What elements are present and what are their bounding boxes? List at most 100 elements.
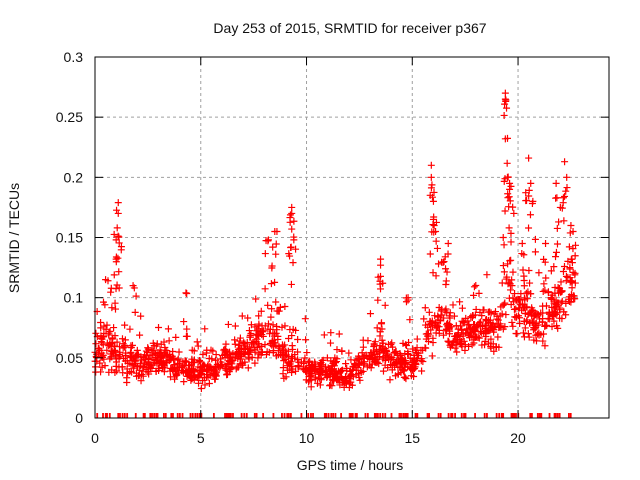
data-point <box>342 360 350 368</box>
zero-value-point <box>540 413 543 418</box>
data-point <box>283 351 291 359</box>
data-point <box>507 286 515 294</box>
data-point <box>282 373 290 381</box>
data-point <box>558 297 566 305</box>
zero-value-point <box>96 413 99 418</box>
data-point-peak <box>427 161 435 169</box>
zero-value-point <box>464 413 467 418</box>
data-point <box>272 352 280 360</box>
zero-value-point <box>402 413 405 418</box>
data-point-peak <box>444 240 452 248</box>
chart-title: Day 253 of 2015, SRMTID for receiver p36… <box>213 20 486 36</box>
data-point <box>517 290 525 298</box>
data-point <box>443 308 451 316</box>
data-point <box>412 349 420 357</box>
data-point <box>190 372 198 380</box>
data-point-peak <box>563 173 571 181</box>
data-point-peak <box>377 261 385 269</box>
data-point <box>387 355 395 363</box>
data-point-peak <box>506 179 514 187</box>
zero-value-point <box>510 413 513 418</box>
data-point <box>531 248 539 256</box>
zero-value-point <box>255 413 258 418</box>
zero-value-point <box>513 413 516 418</box>
data-point <box>166 350 174 358</box>
data-point <box>92 329 100 337</box>
zero-value-point <box>240 413 243 418</box>
data-point <box>240 339 248 347</box>
data-point <box>539 337 547 345</box>
zero-value-point <box>511 413 514 418</box>
data-point <box>248 340 256 348</box>
data-point <box>519 266 527 274</box>
data-point <box>481 341 489 349</box>
data-point <box>271 278 279 286</box>
data-point <box>571 279 579 287</box>
data-point <box>449 337 457 345</box>
x-axis-label: GPS time / hours <box>297 457 404 473</box>
data-point <box>555 289 563 297</box>
data-point <box>212 356 220 364</box>
data-point <box>333 346 341 354</box>
data-point <box>364 354 372 362</box>
zero-value-point <box>196 413 199 418</box>
data-point <box>216 362 224 370</box>
data-point <box>131 308 139 316</box>
data-point <box>98 363 106 371</box>
data-point <box>507 182 515 190</box>
data-point <box>532 337 540 345</box>
data-point <box>541 342 549 350</box>
zero-value-point <box>426 413 429 418</box>
data-point <box>432 272 440 280</box>
data-point <box>209 347 217 355</box>
data-point <box>408 361 416 369</box>
data-point <box>319 369 327 377</box>
data-point <box>386 361 394 369</box>
data-point <box>376 342 384 350</box>
data-point <box>534 330 542 338</box>
data-point <box>511 313 519 321</box>
zero-value-point <box>143 413 146 418</box>
data-point <box>113 206 121 214</box>
data-point <box>466 334 474 342</box>
data-point <box>507 256 515 264</box>
zero-value-point <box>536 413 539 418</box>
data-point <box>550 298 558 306</box>
data-point <box>409 345 417 353</box>
data-point <box>123 379 131 387</box>
zero-value-point <box>212 413 215 418</box>
data-point <box>490 328 498 336</box>
zero-value-point <box>289 413 292 418</box>
data-point <box>300 360 308 368</box>
zero-value-point <box>172 413 174 418</box>
data-point <box>112 285 120 293</box>
data-point <box>486 316 494 324</box>
zero-value-point <box>529 413 532 418</box>
data-point <box>100 322 108 330</box>
data-point <box>133 363 141 371</box>
y-tick-label: 0.15 <box>56 230 83 246</box>
data-point <box>134 372 142 380</box>
data-point <box>128 368 136 376</box>
zero-value-point <box>181 413 184 418</box>
data-point <box>431 312 439 320</box>
data-point <box>180 378 188 386</box>
data-point-peak <box>269 243 277 251</box>
data-point <box>111 332 119 340</box>
data-point <box>426 250 434 258</box>
data-point <box>156 359 164 367</box>
data-point <box>104 277 112 285</box>
y-tick-label: 0.1 <box>64 290 84 306</box>
data-point <box>501 175 509 183</box>
data-point <box>418 367 426 375</box>
data-point <box>456 332 464 340</box>
zero-value-point <box>307 413 310 418</box>
data-point <box>376 332 384 340</box>
zero-value-point <box>366 413 369 418</box>
data-point <box>433 244 441 252</box>
data-point <box>487 335 495 343</box>
data-point <box>267 313 275 321</box>
data-point <box>335 375 343 383</box>
data-point <box>231 322 239 330</box>
